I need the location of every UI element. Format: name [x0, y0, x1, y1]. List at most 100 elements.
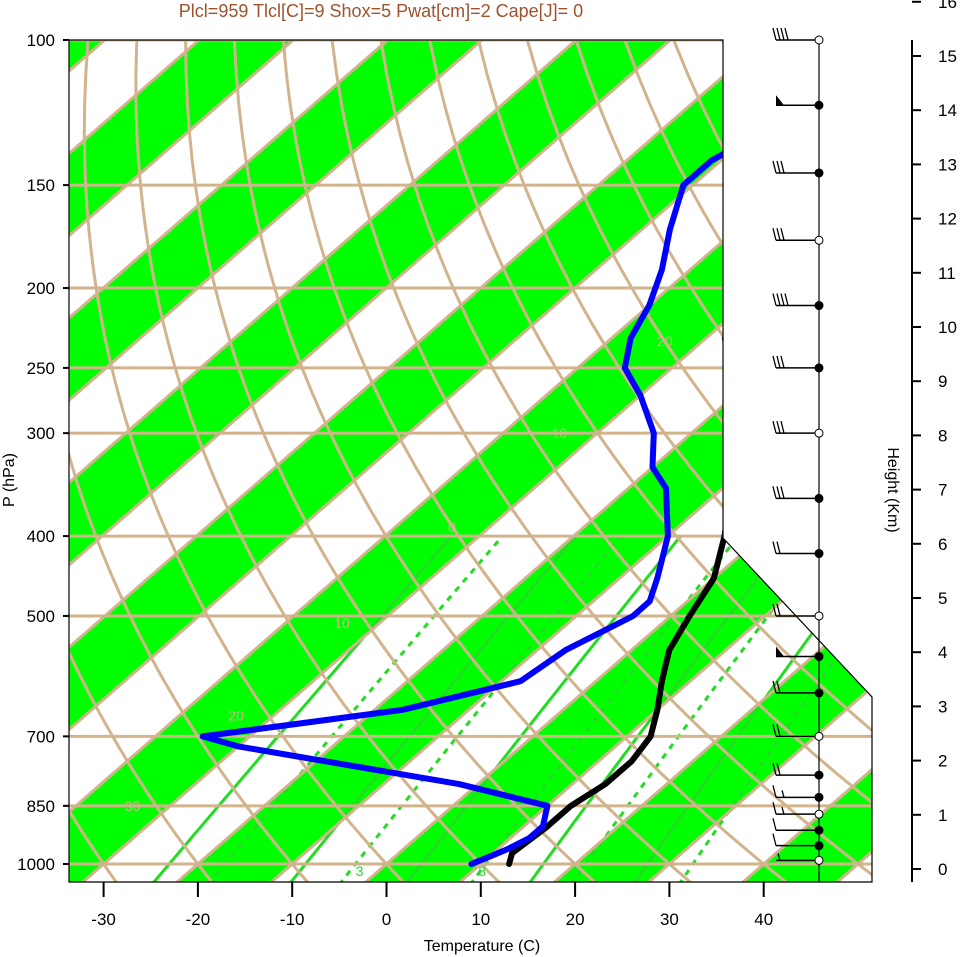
temperature-tick-label: 20 — [566, 910, 585, 929]
wind-barb — [772, 680, 824, 698]
isotherm-label: 0 — [448, 519, 456, 535]
barb-full — [772, 27, 777, 41]
height-tick-label: 10 — [938, 318, 957, 337]
wind-barb — [776, 853, 824, 865]
height-tick-label: 3 — [938, 697, 947, 716]
pressure-tick-label: 100 — [27, 31, 55, 50]
temperature-tick-label: 10 — [471, 910, 490, 929]
pressure-tick-label: 700 — [27, 727, 55, 746]
isotherm-band — [174, 40, 872, 882]
height-tick-label: 5 — [938, 589, 947, 608]
height-tick-label: 14 — [938, 101, 957, 120]
height-tick-label: 2 — [938, 752, 947, 771]
temperature-tick-label: 30 — [660, 910, 679, 929]
dry-adiabat — [69, 40, 120, 882]
wind-barb — [772, 486, 824, 503]
barb-full — [784, 293, 789, 306]
barb-dot — [814, 301, 824, 311]
height-tick-label: 8 — [938, 426, 947, 445]
barb-full — [772, 541, 777, 554]
wind-barb — [772, 160, 824, 178]
isotherm-label: 30 — [125, 798, 141, 814]
wind-barb — [772, 802, 824, 819]
barb-half — [777, 853, 781, 861]
barb-full — [780, 27, 785, 41]
isotherm-label: 20 — [228, 707, 244, 723]
barb-full — [776, 160, 781, 174]
wind-barb — [772, 818, 824, 835]
temperature-tick-label: 0 — [382, 910, 391, 929]
height-tick-label: 4 — [938, 643, 947, 662]
barb-dot — [814, 428, 824, 438]
barb-dot — [814, 792, 824, 802]
dry-adiabat — [330, 40, 872, 882]
barb-full — [776, 228, 781, 241]
height-tick-label: 15 — [938, 47, 957, 66]
mixing-ratio-line — [468, 535, 740, 882]
dry-adiabat — [184, 40, 599, 882]
wind-barb — [772, 355, 824, 373]
wind-barb — [772, 762, 824, 780]
dry-adiabat — [69, 40, 312, 882]
mixing-ratio-label: 3 — [356, 863, 364, 879]
barb-dot — [814, 731, 824, 741]
barb-full — [772, 603, 777, 617]
barb-dot — [814, 770, 824, 780]
isotherm-label: 10 — [334, 615, 350, 631]
barb-full — [772, 486, 777, 499]
barb-full — [776, 355, 781, 369]
mixing-ratio-label: 8 — [478, 863, 486, 879]
barb-dot — [814, 825, 824, 835]
dry-adiabat — [477, 40, 872, 882]
barb-full — [776, 293, 781, 306]
barb-full — [776, 680, 781, 694]
dry-adiabat — [525, 40, 872, 882]
barb-full — [780, 420, 785, 434]
barb-full — [776, 762, 781, 776]
isotherm-line — [550, 40, 872, 882]
barb-dot — [814, 652, 824, 662]
isotherm-line — [69, 40, 599, 882]
height-tick-label: 1 — [938, 806, 947, 825]
barb-dot — [814, 809, 824, 819]
barb-full — [772, 724, 777, 737]
x-axis-label: Temperature (C) — [424, 938, 540, 955]
pressure-tick-label: 400 — [27, 527, 55, 546]
isotherm-label: 10 — [552, 425, 568, 441]
barb-dot — [814, 688, 824, 698]
temperature-tick-label: -20 — [186, 910, 211, 929]
barb-full — [772, 833, 777, 846]
plot-frame — [68, 39, 873, 883]
dry-adiabat — [379, 40, 872, 882]
isotherm-line — [78, 40, 872, 882]
isotherm-label: 20 — [657, 333, 673, 349]
barb-dot — [814, 363, 824, 373]
temperature-tick-label: 40 — [754, 910, 773, 929]
height-tick-label: 12 — [938, 210, 957, 229]
pressure-tick-label: 1000 — [17, 855, 55, 874]
height-axis-label: Height (Km) — [884, 447, 901, 532]
barb-full — [772, 802, 777, 815]
barb-full — [772, 785, 777, 798]
dewpoint-profile — [199, 40, 872, 867]
barb-full — [776, 541, 781, 554]
pressure-axis: 100 150 200 250 300 400 500 700 850 1000 — [17, 31, 69, 874]
wind-barb — [772, 541, 824, 559]
height-tick-label: 11 — [938, 264, 956, 283]
barb-full — [780, 228, 785, 241]
pressure-tick-label: 150 — [27, 176, 55, 195]
barb-full — [772, 355, 777, 369]
wind-barb — [772, 293, 824, 311]
barb-full — [780, 355, 785, 369]
dry-adiabat — [428, 40, 872, 882]
isotherm-line — [644, 40, 872, 882]
barb-full — [772, 420, 777, 434]
barb-full — [776, 486, 781, 499]
isotherm-band — [69, 40, 503, 882]
barb-full — [772, 228, 777, 241]
mixing-ratio-line — [287, 535, 577, 882]
pressure-tick-label: 250 — [27, 359, 55, 378]
mixing-ratio-line — [404, 535, 682, 882]
